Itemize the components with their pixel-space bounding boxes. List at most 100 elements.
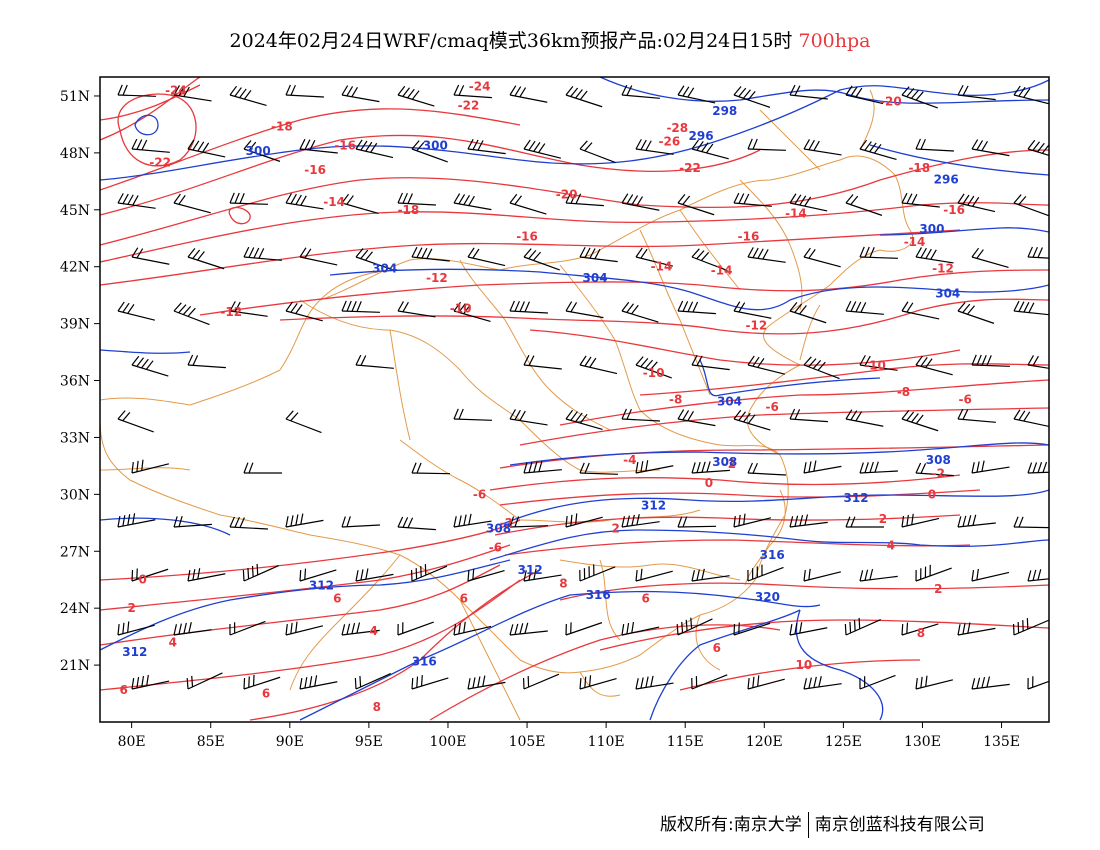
temperature-label: -24	[165, 83, 187, 97]
lat-tick-label: 39N	[60, 317, 90, 333]
wind-barb	[747, 355, 786, 375]
temperature-label: -6	[473, 487, 486, 501]
wind-barb	[229, 301, 268, 317]
wind-barb	[229, 85, 267, 107]
lon-tick-label: 115E	[667, 734, 704, 750]
temperature-isotherm	[228, 206, 251, 225]
wind-barb	[467, 138, 506, 155]
border-line	[599, 559, 621, 641]
height-label: 304	[935, 286, 960, 300]
wind-barb	[117, 621, 155, 636]
wind-barb	[803, 460, 842, 474]
wind-barb	[747, 675, 785, 690]
title-main: 2024年02月24日WRF/cmaq模式36km预报产品:02月24日15时	[229, 30, 793, 52]
lon-tick-label: 105E	[509, 734, 546, 750]
chart-title: 2024年02月24日WRF/cmaq模式36km预报产品:02月24日15时 …	[0, 26, 1100, 53]
temperature-label: 2	[127, 601, 135, 615]
border-line	[100, 467, 191, 471]
lon-tick-label: 120E	[746, 734, 783, 750]
border-line	[459, 259, 611, 431]
height-contours	[100, 77, 1049, 721]
wind-barb	[789, 302, 827, 324]
wind-barb	[1013, 194, 1049, 217]
height-label: 320	[755, 590, 780, 604]
lon-tick-label: 90E	[276, 734, 304, 750]
temperature-isotherm	[679, 659, 921, 691]
lat-tick-label: 42N	[60, 260, 90, 276]
wind-barb	[397, 621, 434, 636]
wind-barb	[453, 84, 492, 99]
height-label: 316	[760, 548, 785, 562]
wind-barb	[285, 410, 322, 434]
height-label: 304	[372, 262, 397, 276]
wind-barb	[621, 84, 660, 99]
wind-barb	[397, 192, 436, 206]
wind-barb	[1027, 676, 1049, 690]
map-frame	[99, 76, 1050, 723]
wind-barb	[677, 194, 715, 216]
wind-barb	[411, 140, 448, 163]
temperature-isotherm	[100, 519, 521, 581]
wind-barb	[691, 568, 730, 582]
height-label: 300	[246, 144, 271, 158]
wind-barb	[117, 410, 154, 433]
wind-barb	[733, 409, 771, 431]
height-label: 312	[122, 645, 147, 659]
wind-barb	[523, 568, 562, 582]
wind-barb	[523, 139, 562, 159]
wind-barb	[173, 85, 212, 102]
wind-barb	[411, 246, 450, 262]
wind-barb	[915, 675, 954, 690]
temperature-label: 0	[705, 476, 713, 490]
wind-barbs-layer	[117, 84, 1049, 690]
wind-barb	[803, 139, 842, 156]
height-isoline	[499, 489, 1049, 526]
wind-barb	[915, 138, 954, 152]
temperature-isotherm	[279, 298, 1049, 335]
wind-barb	[733, 622, 771, 636]
wind-barb	[635, 568, 673, 582]
wind-barb	[565, 301, 604, 319]
height-label: 312	[641, 499, 666, 513]
wind-barb	[131, 355, 169, 377]
temperature-label: -12	[220, 305, 242, 319]
wind-barb	[845, 194, 883, 216]
temperature-isotherm	[100, 544, 511, 611]
wind-barb	[733, 192, 772, 207]
temperature-isotherm	[559, 582, 1049, 601]
wind-barb	[579, 246, 618, 263]
wind-barb	[523, 248, 560, 271]
height-label: 304	[717, 394, 742, 408]
temperature-label: 4	[887, 539, 895, 553]
wind-barb	[285, 513, 324, 528]
temperature-label: -22	[458, 98, 480, 112]
wind-barb	[747, 564, 784, 582]
height-label: 300	[423, 138, 448, 152]
temperature-label: -26	[659, 135, 681, 149]
wind-barb	[1013, 85, 1049, 105]
wind-barb	[453, 408, 492, 421]
temperature-label: 0	[928, 487, 936, 501]
wind-barb	[957, 193, 996, 213]
wind-barb	[187, 354, 226, 369]
wind-barb	[845, 85, 884, 105]
wind-barb	[859, 568, 898, 582]
wind-barb	[117, 193, 156, 209]
copyright-footer: 版权所有:南京大学 南京创蓝科技有限公司	[660, 810, 985, 838]
wind-barb	[229, 516, 268, 530]
wind-barb	[579, 355, 618, 375]
wind-barb	[859, 461, 898, 474]
wind-barb	[971, 354, 1010, 367]
lat-tick-label: 21N	[60, 658, 90, 674]
wind-barb	[635, 460, 674, 474]
wind-barb	[901, 301, 940, 320]
border-line	[679, 209, 741, 291]
wind-barb	[691, 674, 728, 690]
height-label: 312	[309, 578, 334, 592]
wind-barb	[341, 516, 380, 528]
temperature-isotherm	[639, 363, 1049, 396]
wind-barb	[565, 86, 603, 108]
temperature-isotherm	[494, 514, 961, 536]
temperature-label: -16	[943, 203, 965, 217]
